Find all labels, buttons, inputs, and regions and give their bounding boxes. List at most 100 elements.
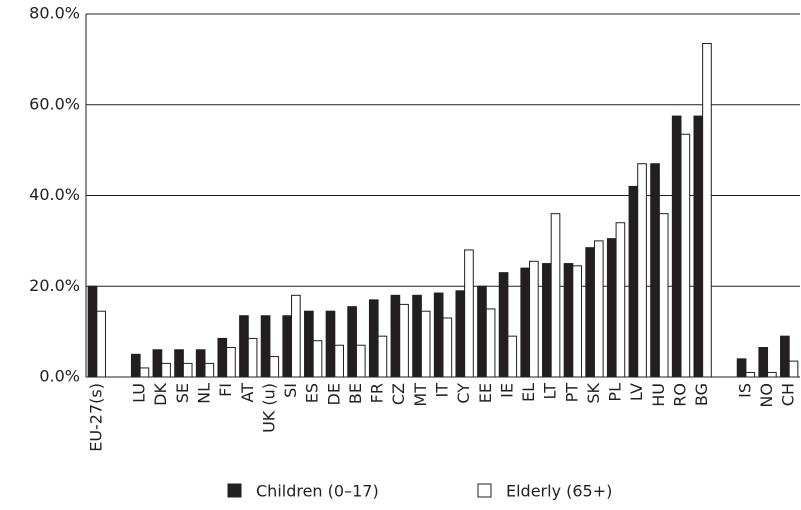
bar bbox=[399, 303, 409, 378]
bar bbox=[239, 315, 249, 378]
bar bbox=[377, 335, 388, 378]
x-tick-label: AT bbox=[238, 383, 257, 403]
bar bbox=[637, 163, 647, 378]
x-tick-label: HU bbox=[649, 383, 668, 407]
bar bbox=[334, 344, 344, 378]
legend-swatch bbox=[477, 483, 492, 498]
bar bbox=[485, 308, 496, 378]
bar bbox=[269, 356, 280, 378]
bar bbox=[702, 42, 712, 378]
legend-label: Children (0–17) bbox=[256, 482, 379, 501]
x-tick-label: EE bbox=[476, 383, 495, 403]
bar bbox=[542, 263, 552, 378]
x-tick-label: NO bbox=[757, 383, 776, 408]
bar bbox=[658, 213, 669, 378]
bar bbox=[507, 335, 518, 378]
x-tick-label: IS bbox=[735, 383, 754, 398]
bar bbox=[433, 292, 444, 378]
y-tick-label: 80.0% bbox=[29, 4, 80, 23]
bar bbox=[464, 249, 474, 378]
x-tick-label: LT bbox=[541, 383, 560, 400]
x-tick-label: BG bbox=[692, 383, 711, 406]
x-tick-label: PL bbox=[606, 383, 625, 402]
bar bbox=[139, 367, 150, 378]
bar bbox=[304, 310, 314, 378]
bar bbox=[529, 260, 539, 378]
x-tick-label: NL bbox=[195, 383, 214, 404]
x-tick-label: PT bbox=[562, 383, 581, 403]
x-tick-label: RO bbox=[671, 383, 690, 407]
bar bbox=[680, 133, 691, 378]
bar bbox=[291, 294, 301, 378]
y-tick-label: 0.0% bbox=[39, 367, 80, 386]
x-tick-label: MT bbox=[411, 383, 430, 407]
x-tick-label: CY bbox=[454, 383, 473, 404]
bar bbox=[550, 213, 561, 378]
bar bbox=[520, 267, 531, 378]
x-tick-label: UK (u) bbox=[259, 383, 278, 433]
bar bbox=[247, 337, 258, 378]
bar bbox=[226, 347, 236, 378]
bar bbox=[420, 310, 431, 378]
bar bbox=[745, 371, 756, 378]
bar bbox=[788, 360, 799, 378]
legend-label: Elderly (65+) bbox=[506, 482, 612, 501]
bar bbox=[693, 115, 704, 378]
bar bbox=[412, 294, 422, 378]
bar bbox=[217, 337, 228, 378]
x-tick-label: FI bbox=[216, 383, 235, 397]
bar bbox=[347, 306, 357, 378]
bar bbox=[628, 185, 639, 378]
bar bbox=[174, 349, 184, 378]
y-tick-label: 40.0% bbox=[29, 185, 80, 204]
x-tick-label: LU bbox=[130, 383, 149, 403]
bar bbox=[282, 315, 293, 378]
bar bbox=[87, 285, 98, 378]
x-tick-label: FR bbox=[368, 383, 387, 403]
x-tick-label: CH bbox=[779, 383, 798, 406]
x-tick-label: SE bbox=[173, 383, 192, 403]
x-tick-label: ES bbox=[303, 383, 322, 403]
bar bbox=[130, 353, 141, 378]
bar bbox=[498, 272, 509, 378]
bar bbox=[572, 265, 582, 378]
bar bbox=[325, 310, 336, 378]
x-tick-label: SK bbox=[584, 383, 603, 404]
bar bbox=[758, 347, 769, 378]
bar bbox=[96, 310, 106, 378]
y-tick-label: 20.0% bbox=[29, 276, 80, 295]
bar bbox=[593, 240, 604, 378]
y-tick-label: 60.0% bbox=[29, 94, 80, 113]
x-tick-label: DE bbox=[324, 383, 343, 405]
bar bbox=[442, 317, 453, 378]
x-tick-label: EL bbox=[519, 383, 538, 402]
x-tick-label: IT bbox=[433, 383, 452, 398]
bar bbox=[195, 349, 206, 378]
bar bbox=[204, 362, 215, 378]
bar bbox=[671, 115, 682, 378]
bar bbox=[606, 238, 617, 378]
bar bbox=[767, 371, 777, 378]
bar bbox=[563, 263, 574, 378]
bar bbox=[477, 285, 487, 378]
bar bbox=[736, 358, 747, 378]
bar bbox=[152, 349, 163, 378]
bar bbox=[182, 362, 193, 378]
bar bbox=[161, 362, 171, 378]
bar bbox=[260, 315, 271, 378]
bar bbox=[650, 163, 660, 378]
x-tick-label: LV bbox=[627, 383, 646, 401]
bar bbox=[780, 335, 790, 378]
x-tick-label: BE bbox=[346, 383, 365, 404]
legend-swatch bbox=[227, 483, 242, 498]
x-tick-label: EU-27(s) bbox=[86, 383, 105, 452]
bar bbox=[312, 340, 323, 378]
bar bbox=[355, 344, 366, 378]
x-tick-label: IE bbox=[497, 383, 516, 398]
x-tick-label: CZ bbox=[389, 383, 408, 405]
bar bbox=[390, 294, 401, 378]
bar bbox=[455, 290, 466, 378]
bar bbox=[368, 299, 379, 378]
x-tick-label: SI bbox=[281, 383, 300, 398]
